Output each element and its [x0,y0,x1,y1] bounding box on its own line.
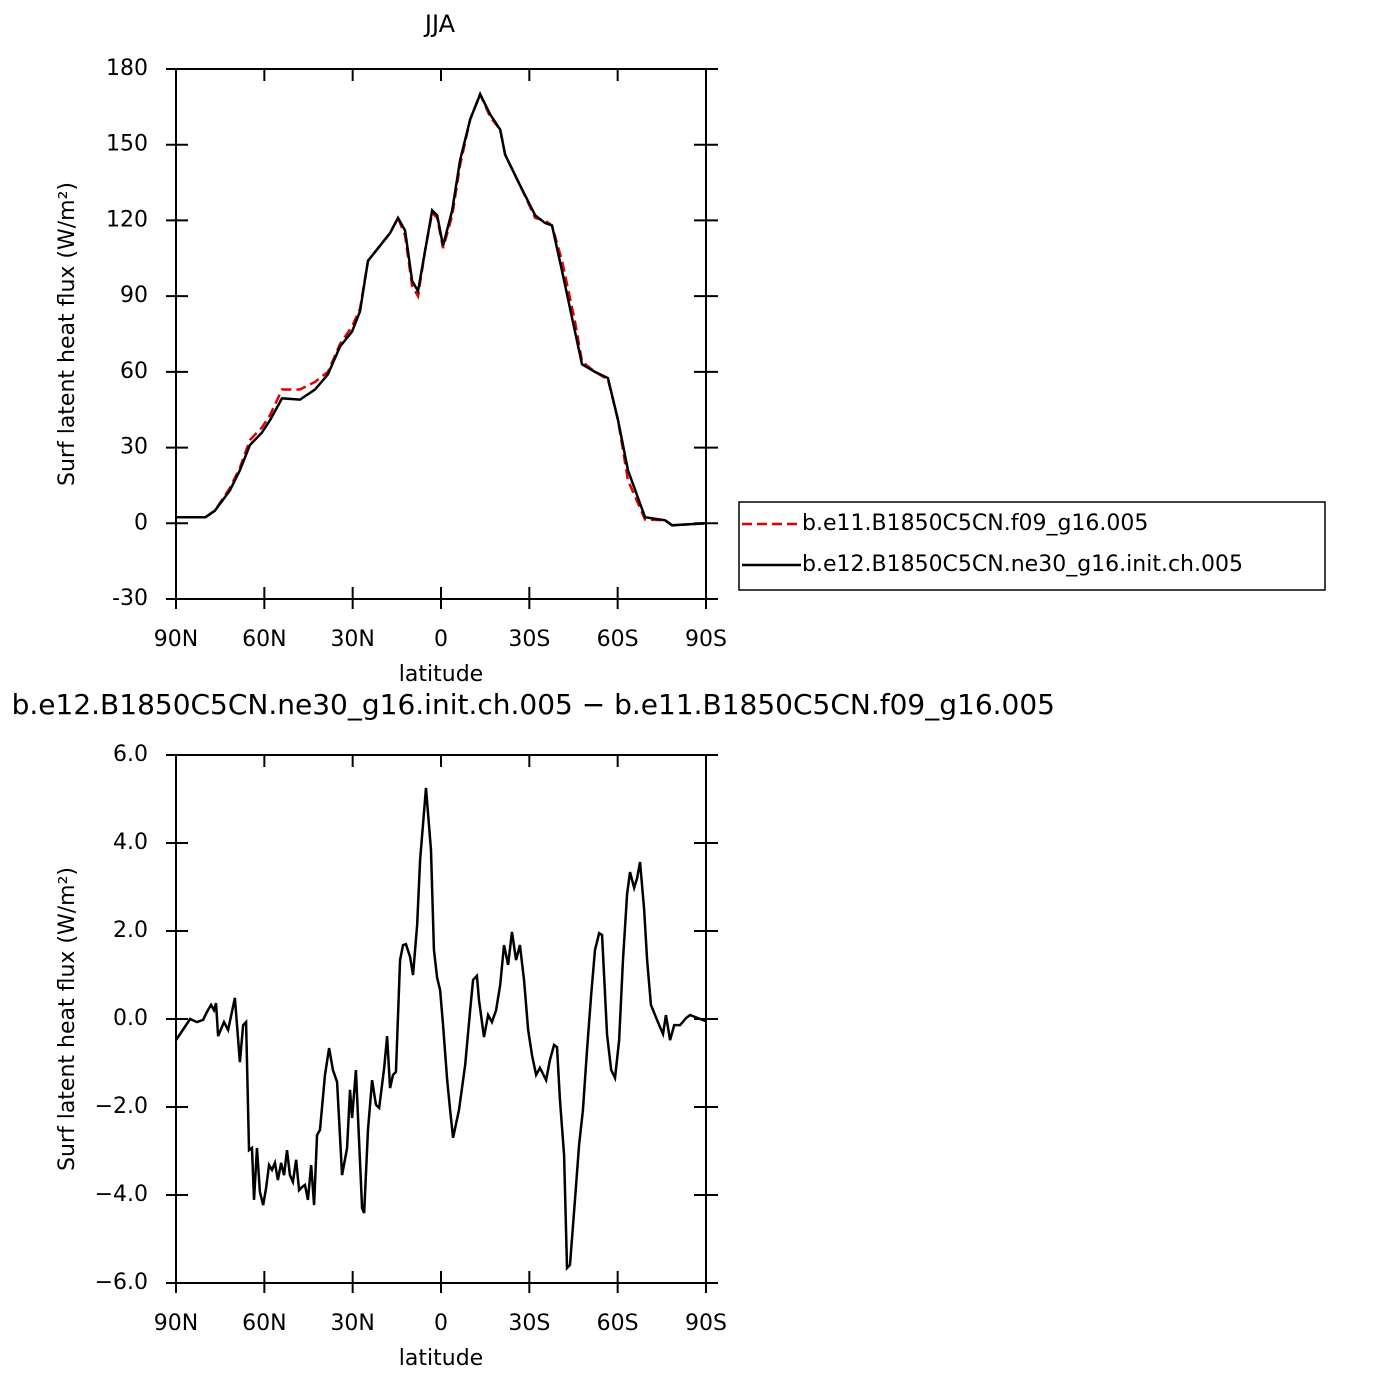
y-axis-label: Surf latent heat flux (W/m²) [55,867,80,1171]
legend-label: b.e11.B1850C5CN.f09_g16.005 [802,511,1148,536]
y-tick-label: 2.0 [113,918,148,943]
x-tick-label: 60S [597,627,639,652]
x-axis-label: latitude [399,662,483,687]
legend-label: b.e12.B1850C5CN.ne30_g16.init.ch.005 [802,552,1243,577]
plot-frame [175,754,707,1284]
y-axis-label: Surf latent heat flux (W/m²) [55,182,80,486]
y-tick-label: -30 [112,586,148,611]
x-axis-label: latitude [399,1346,483,1371]
x-tick-label: 0 [434,1311,448,1336]
x-tick-label: 90N [154,1311,198,1336]
x-tick-label: 30S [508,627,550,652]
data-line [176,91,707,527]
x-tick-label: 60N [242,627,286,652]
y-tick-label: −2.0 [95,1094,148,1119]
y-tick-label: 4.0 [113,830,148,855]
x-tick-label: 30S [508,1311,550,1336]
y-tick-label: −6.0 [95,1270,148,1295]
chart-title: JJA [423,10,456,38]
y-tick-label: 90 [120,283,148,308]
x-tick-label: 60S [597,1311,639,1336]
x-tick-label: 30N [330,1311,374,1336]
y-tick-label: 180 [106,56,148,81]
x-tick-label: 90N [154,627,198,652]
x-tick-label: 60N [242,1311,286,1336]
chart-title: b.e12.B1850C5CN.ne30_g16.init.ch.005 − b… [12,688,1055,721]
y-tick-label: 120 [106,207,148,232]
data-line [176,91,707,527]
plot-frame [175,68,707,600]
y-tick-label: 30 [120,435,148,460]
x-tick-label: 30N [330,627,374,652]
legend-box [738,501,1326,591]
x-tick-label: 90S [685,1311,727,1336]
data-line [174,787,707,1272]
x-tick-label: 0 [434,627,448,652]
y-tick-label: 0 [134,510,148,535]
x-tick-label: 90S [685,627,727,652]
y-tick-label: 60 [120,359,148,384]
y-tick-label: 150 [106,132,148,157]
y-tick-label: 6.0 [113,742,148,767]
y-tick-label: 0.0 [113,1006,148,1031]
y-tick-label: −4.0 [95,1182,148,1207]
